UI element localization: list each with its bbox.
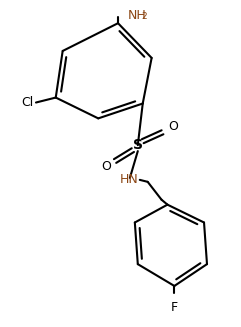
Text: O: O [101, 161, 111, 173]
Text: 2: 2 [142, 12, 147, 21]
Text: Cl: Cl [21, 96, 33, 109]
Text: HN: HN [120, 173, 139, 186]
Text: O: O [168, 120, 178, 133]
Text: F: F [171, 301, 178, 314]
Text: NH: NH [128, 9, 147, 22]
Text: S: S [133, 138, 143, 152]
